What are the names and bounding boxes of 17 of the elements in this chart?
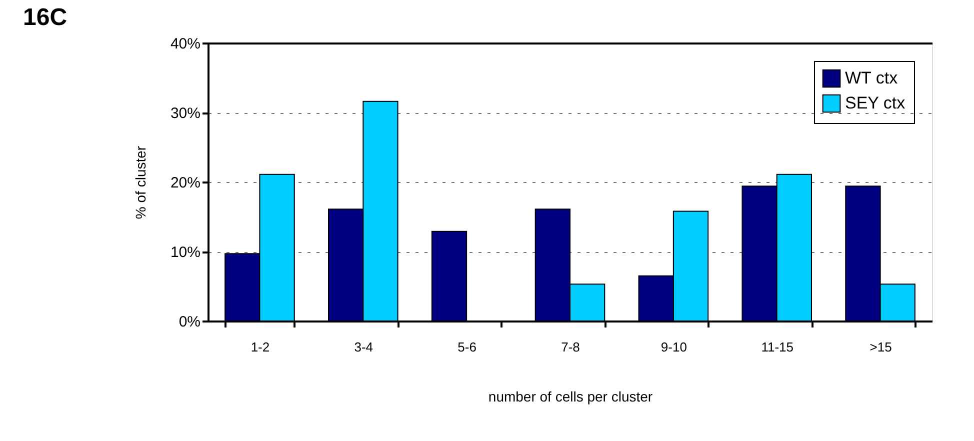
legend-label: WT ctx [845, 68, 898, 88]
x-tick-label: 7-8 [561, 340, 580, 354]
y-tick-label: 10% [170, 244, 200, 261]
x-tick-label: >15 [870, 340, 892, 354]
y-tick-label: 40% [170, 36, 200, 52]
legend-label: SEY ctx [845, 94, 906, 112]
x-axis-title: number of cells per cluster [488, 388, 653, 404]
y-tick-label: 0% [178, 314, 200, 330]
y-tick-label: 20% [170, 174, 200, 192]
y-tick-label: 30% [170, 105, 200, 122]
x-tick-label: 3-4 [354, 340, 374, 354]
x-tick-label: 1-2 [250, 340, 270, 354]
x-tick-label: 5-6 [458, 340, 476, 354]
y-axis-title: % of cluster [132, 146, 148, 220]
chart-title: 16C [23, 4, 68, 31]
x-tick-label: 11-15 [761, 340, 794, 354]
x-tick-label: 9-10 [660, 340, 687, 354]
